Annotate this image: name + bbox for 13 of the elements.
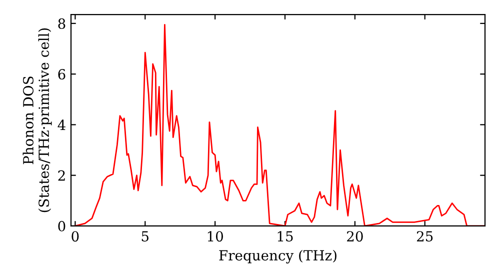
x-axis-title: Frequency (THz) bbox=[219, 250, 336, 264]
x-tick-label: 0 bbox=[72, 231, 79, 242]
y-tick-label: 6 bbox=[58, 69, 66, 80]
x-tick-label: 25 bbox=[416, 231, 433, 242]
y-tick-label: 2 bbox=[58, 170, 65, 181]
x-tick-label: 5 bbox=[142, 231, 148, 242]
x-tick-label: 20 bbox=[347, 231, 363, 242]
y-tick-label: 8 bbox=[58, 18, 66, 29]
x-tick-label: 10 bbox=[208, 231, 223, 242]
y-tick-label: 4 bbox=[58, 120, 66, 130]
x-tick-label: 15 bbox=[278, 231, 293, 242]
y-axis-title: Phonon DOS (States/THz·primitive cell) bbox=[22, 28, 52, 212]
y-tick-label: 0 bbox=[58, 220, 66, 232]
